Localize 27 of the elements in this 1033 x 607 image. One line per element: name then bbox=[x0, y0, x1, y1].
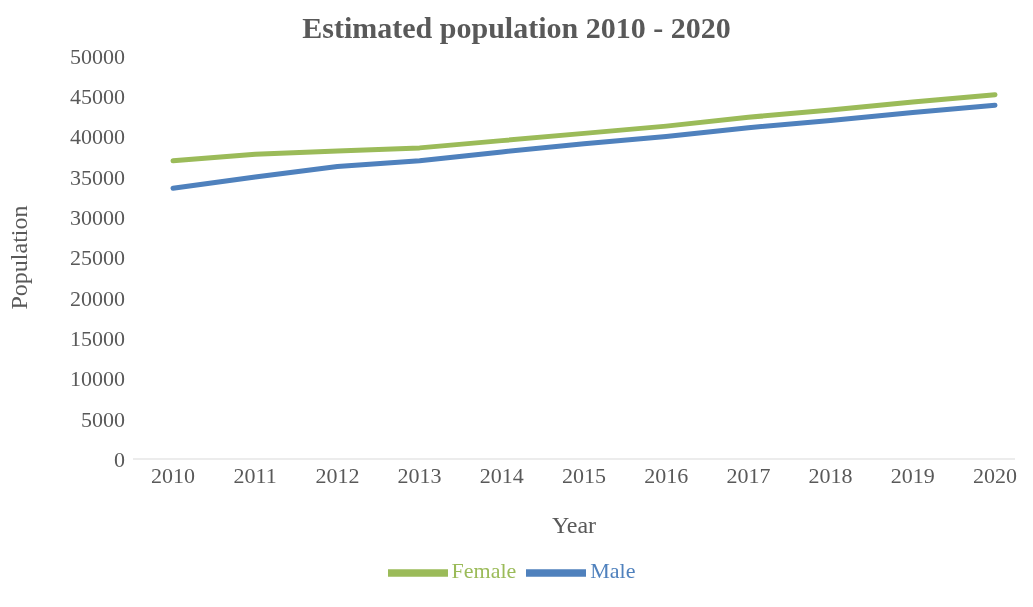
x-tick-label: 2012 bbox=[315, 462, 360, 488]
y-axis-title: Population bbox=[5, 205, 32, 310]
x-tick-label: 2011 bbox=[233, 462, 277, 488]
x-tick-label: 2014 bbox=[479, 462, 524, 488]
y-tick-label: 25000 bbox=[70, 245, 125, 271]
y-tick-label: 35000 bbox=[70, 164, 125, 190]
y-tick-label: 5000 bbox=[81, 406, 125, 432]
x-tick-label: 2018 bbox=[808, 462, 853, 488]
x-tick-label: 2019 bbox=[890, 462, 935, 488]
x-tick-label: 2015 bbox=[562, 462, 606, 488]
x-tick-label: 2017 bbox=[726, 462, 771, 488]
legend-label: Female bbox=[451, 558, 517, 584]
y-tick-label: 30000 bbox=[70, 205, 125, 231]
x-axis-title: Year bbox=[551, 512, 597, 538]
x-tick-label: 2016 bbox=[644, 462, 689, 488]
chart-title: Estimated population 2010 - 2020 bbox=[302, 11, 731, 44]
x-tick-label: 2020 bbox=[973, 462, 1017, 488]
y-tick-label: 10000 bbox=[70, 366, 125, 392]
legend-label: Male bbox=[590, 558, 636, 584]
y-tick-label: 15000 bbox=[70, 325, 125, 351]
y-tick-label: 40000 bbox=[70, 124, 125, 150]
y-tick-label: 20000 bbox=[70, 285, 125, 311]
x-tick-label: 2010 bbox=[151, 462, 195, 488]
y-tick-label: 45000 bbox=[70, 84, 125, 110]
y-tick-label: 0 bbox=[114, 446, 125, 472]
y-tick-label: 50000 bbox=[70, 43, 125, 69]
x-tick-label: 2013 bbox=[397, 462, 442, 488]
